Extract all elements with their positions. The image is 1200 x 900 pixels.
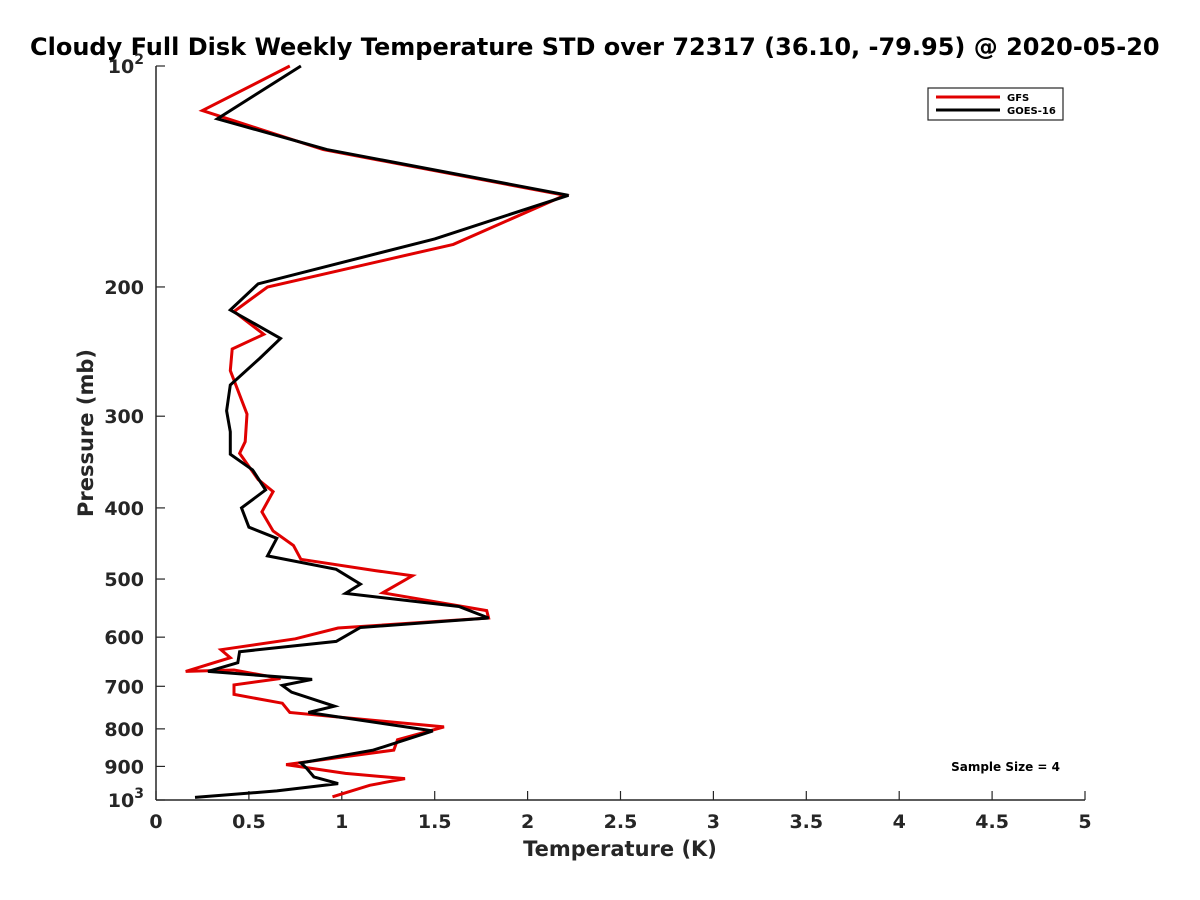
x-axis-ticks: 0 0.5 1 1.5 2 2.5 3 3.5 4 4.5 5 — [149, 791, 1092, 833]
x-tick-label: 0.5 — [232, 811, 266, 833]
series-line-gfs — [185, 64, 570, 799]
x-tick-label: 3 — [707, 811, 720, 833]
x-tick-label: 0 — [149, 811, 162, 833]
y-tick-label: 103 — [108, 786, 144, 812]
x-tick-label: 2 — [521, 811, 534, 833]
y-tick-label: 102 — [108, 52, 144, 78]
y-tick-exponent: 3 — [134, 786, 144, 802]
sample-size-annotation: Sample Size = 4 — [951, 760, 1060, 774]
x-tick-label: 1.5 — [418, 811, 452, 833]
x-tick-label: 4 — [893, 811, 906, 833]
y-tick-label: 800 — [104, 719, 144, 741]
y-tick-label: 500 — [104, 569, 144, 591]
y-tick-label: 200 — [104, 277, 144, 299]
x-tick-label: 4.5 — [975, 811, 1009, 833]
legend-box — [927, 87, 1064, 121]
chart-title: Cloudy Full Disk Weekly Temperature STD … — [30, 33, 1160, 61]
legend-label: GFS — [1007, 93, 1029, 104]
y-axis-label: Pressure (mb) — [74, 349, 98, 517]
y-tick-label: 700 — [104, 676, 144, 698]
x-tick-label: 5 — [1078, 811, 1091, 833]
x-tick-label: 1 — [335, 811, 348, 833]
series-line-goes-16 — [194, 64, 569, 799]
y-tick-base: 10 — [108, 790, 134, 812]
y-tick-label: 600 — [104, 627, 144, 649]
x-axis-label: Temperature (K) — [523, 837, 717, 861]
y-tick-exponent: 2 — [134, 52, 144, 68]
y-tick-label: 400 — [104, 498, 144, 520]
legend: GFS GOES-16 — [927, 87, 1064, 121]
x-tick-label: 3.5 — [789, 811, 823, 833]
series-lines — [185, 64, 570, 799]
y-tick-label: 900 — [104, 756, 144, 778]
y-tick-label: 300 — [104, 406, 144, 428]
y-tick-base: 10 — [108, 56, 134, 78]
legend-label: GOES-16 — [1007, 106, 1056, 117]
x-tick-label: 2.5 — [604, 811, 638, 833]
